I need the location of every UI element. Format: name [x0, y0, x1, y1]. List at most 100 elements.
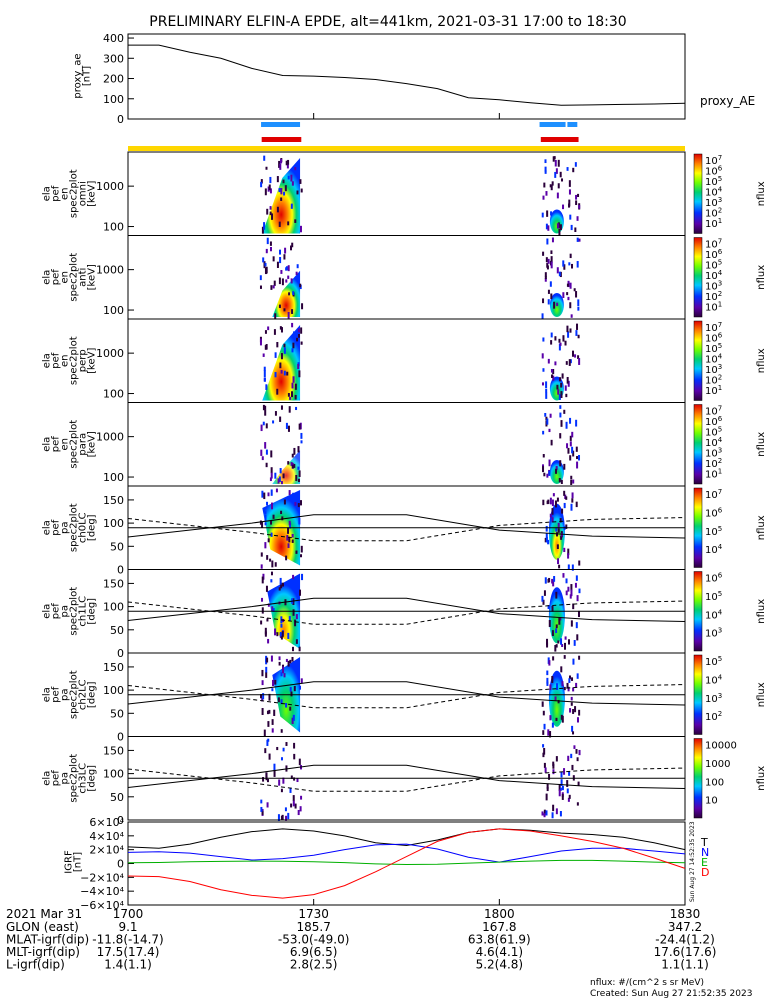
- spectrogram-speckle: [555, 628, 558, 634]
- spectrogram-speckle: [299, 806, 302, 812]
- footer-row-value: 17.6(17.6): [654, 945, 717, 959]
- spectrogram-speckle: [571, 350, 574, 357]
- spectrogram-speckle: [571, 263, 574, 269]
- spectrogram-speckle: [287, 425, 290, 432]
- spectrogram-speckle: [266, 739, 269, 746]
- spectrogram-speckle: [295, 406, 298, 411]
- proxy-ae-y-ticks: 400 300 200 100 0: [103, 32, 134, 126]
- spectrogram-speckle: [557, 183, 560, 189]
- spectrogram-speckle: [261, 490, 264, 498]
- spectrogram-speckle: [270, 489, 273, 496]
- spectrogram-speckle: [261, 607, 264, 614]
- spectrogram-speckle: [568, 180, 571, 187]
- pa-tick-label: 0: [117, 814, 124, 827]
- colorbar-label: nflux: [756, 682, 767, 707]
- colorbar: [693, 404, 703, 485]
- spectrogram-speckle: [565, 496, 568, 500]
- colorbar-tick-label: 104: [705, 269, 723, 282]
- igrf-tick-label: 2×10⁴: [89, 844, 124, 857]
- spectrogram-speckle: [270, 450, 273, 458]
- anti-loss-cone-line: [127, 684, 686, 709]
- spectrogram-speckle: [550, 369, 553, 373]
- spectrogram-speckle: [289, 659, 292, 664]
- spectrogram-speckle: [571, 677, 574, 681]
- spectrogram-speckle: [563, 502, 566, 509]
- spectrogram-speckle: [283, 308, 286, 312]
- spectrogram-y-label-line: pef: [51, 519, 62, 536]
- spectrogram-speckle: [292, 714, 295, 721]
- colorbar-label: nflux: [756, 515, 767, 540]
- spectrogram-speckle: [576, 634, 579, 641]
- spectrogram-speckle: [576, 456, 579, 460]
- spectrogram-speckle: [575, 330, 578, 336]
- spectrogram-speckle: [264, 409, 267, 416]
- pa-tick-label: 50: [110, 540, 124, 553]
- igrf-tick-label: −4×10⁴: [80, 885, 124, 898]
- spectrogram-speckle: [544, 767, 547, 773]
- spectrogram-speckle: [556, 544, 559, 549]
- spectrogram-speckle: [571, 725, 574, 732]
- spectrogram-speckle: [549, 684, 552, 691]
- spectrogram-speckle: [280, 405, 283, 410]
- spectrogram-speckle: [560, 638, 563, 645]
- spectrogram-speckle: [291, 242, 294, 248]
- spectrogram-speckle: [554, 500, 557, 508]
- spectrogram-speckle: [267, 721, 270, 727]
- spectrogram-speckle: [558, 271, 561, 277]
- spectrogram-speckle: [572, 450, 575, 457]
- colorbar-tick-label: 104: [705, 186, 723, 199]
- spectrogram-speckle: [264, 514, 267, 521]
- spectrogram-speckle: [544, 170, 547, 174]
- spectrogram-speckle: [285, 658, 288, 662]
- spectrogram-speckle: [280, 327, 283, 333]
- spectrogram-speckle: [267, 186, 270, 192]
- colorbar-tick-label: 103: [705, 280, 722, 293]
- spectrogram-speckle: [280, 270, 283, 274]
- spectrogram-speckle: [567, 564, 570, 570]
- spectrogram-speckle: [259, 285, 262, 289]
- spectrogram-speckle: [262, 693, 265, 700]
- spectrogram-blob: [548, 670, 565, 727]
- spectrogram-speckle: [564, 340, 567, 346]
- spectrogram-speckle: [559, 433, 562, 439]
- spectrogram-speckle: [266, 555, 269, 560]
- spectrogram-speckle: [280, 370, 283, 374]
- spectrogram-speckle: [542, 454, 545, 458]
- spectrogram-speckle: [266, 237, 269, 245]
- spectrogram-speckle: [264, 511, 267, 515]
- footer-time-tick: 1830: [670, 907, 701, 921]
- spectrogram-speckle: [570, 589, 573, 597]
- spectrogram-y-label-line: ch0LC: [78, 512, 89, 543]
- proxy-ae-y-label-line: proxy_ae: [73, 53, 84, 98]
- spectrogram-speckle: [555, 466, 558, 471]
- spectrogram-speckle: [572, 709, 575, 714]
- spectrogram-speckle: [557, 699, 560, 704]
- spectrogram-speckle: [262, 421, 265, 426]
- colorbar: [693, 738, 703, 819]
- spectrogram-speckle: [290, 391, 293, 398]
- spectrogram-speckle: [272, 285, 275, 289]
- spectrogram-speckle: [294, 167, 297, 171]
- spectrogram-speckle: [262, 777, 265, 782]
- spectrogram-speckle: [542, 337, 545, 342]
- spectrogram-speckle: [569, 359, 572, 364]
- spectrogram-speckle: [569, 253, 572, 259]
- spectrogram-y-label-line: pef: [51, 352, 62, 369]
- spectrogram-speckle: [559, 412, 562, 418]
- spectrogram-speckle: [569, 214, 572, 220]
- proxy-ae-tick-label: 400: [103, 32, 124, 45]
- spectrogram-speckle: [552, 579, 555, 587]
- spectrogram-speckle: [550, 439, 553, 446]
- spectrogram-speckle: [562, 292, 565, 298]
- igrf-legend-D: D: [701, 866, 709, 879]
- spectrogram-speckle: [566, 292, 569, 296]
- spectrogram-speckle: [265, 423, 268, 429]
- spectrogram-speckle: [549, 513, 552, 518]
- spectrogram-frame: [127, 736, 686, 821]
- colorbar-tick-label: 103: [705, 196, 722, 209]
- spectrogram-speckle: [269, 211, 272, 216]
- colorbar-tick-label: 100: [705, 777, 724, 788]
- spectrogram-speckle: [559, 171, 562, 178]
